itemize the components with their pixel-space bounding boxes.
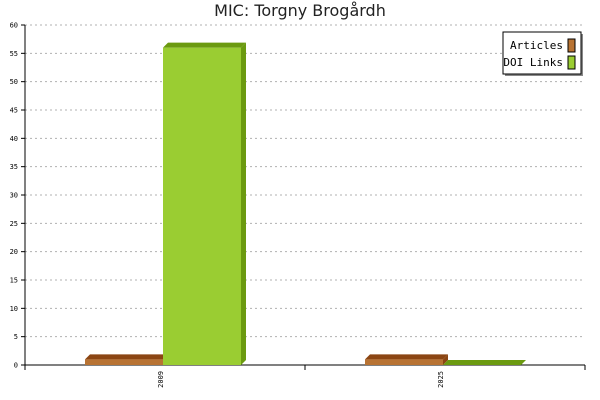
y-tick-label: 40 (10, 135, 18, 143)
bar-top-doi-links-2025 (443, 360, 526, 365)
bars (85, 42, 526, 366)
y-tick-label: 55 (10, 50, 18, 58)
y-tick-label: 50 (10, 78, 18, 86)
x-axis-ticks: 2009 2025 (24, 365, 586, 388)
x-tick-label: 2009 (157, 371, 165, 388)
bar-articles-2009 (85, 359, 163, 365)
bar-top-doi-links-2009 (163, 42, 246, 48)
grid-lines (25, 24, 585, 338)
legend-swatch (567, 38, 576, 53)
bar-side-doi-links-2009 (241, 42, 246, 366)
y-tick-label: 20 (10, 248, 18, 256)
legend: Articles DOI Links (502, 31, 583, 76)
y-tick-label: 60 (10, 22, 18, 30)
bar-side-articles-2025 (443, 354, 448, 365)
y-tick-label: 35 (10, 163, 18, 171)
y-tick-label: 30 (10, 192, 18, 200)
bar-doi-links-2009 (163, 47, 241, 366)
y-tick-label: 15 (10, 277, 18, 285)
y-tick-label: 10 (10, 305, 18, 313)
chart-title: MIC: Torgny Brogårdh (214, 1, 386, 20)
legend-label: Articles (510, 39, 563, 52)
y-tick-label: 45 (10, 107, 18, 115)
y-tick-label: 5 (14, 333, 18, 341)
legend-swatch (567, 55, 576, 70)
bar-articles-2025 (365, 359, 443, 365)
y-tick-label: 25 (10, 220, 18, 228)
legend-label: DOI Links (503, 56, 563, 69)
x-tick-label: 2025 (437, 371, 445, 388)
bar-top-articles-2009 (85, 354, 168, 360)
y-tick-label: 0 (14, 362, 18, 370)
bar-top-articles-2025 (365, 354, 448, 360)
y-axis-ticks: 0 5 10 15 20 25 30 35 40 45 50 55 60 (10, 22, 25, 370)
